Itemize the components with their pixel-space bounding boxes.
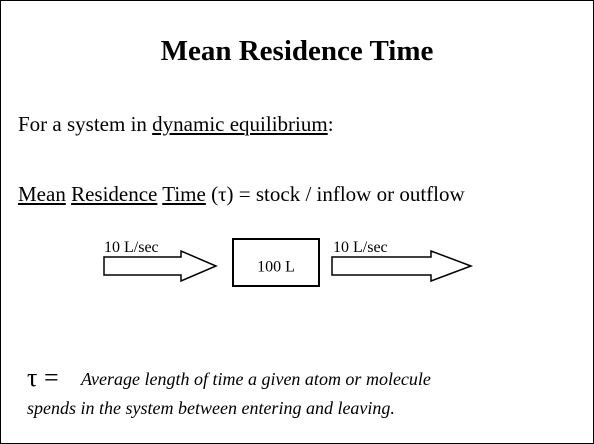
stock-box	[232, 238, 320, 287]
inflow-label: 10 L/sec	[104, 239, 159, 256]
outflow-label: 10 L/sec	[333, 239, 388, 256]
term: Residence	[71, 182, 158, 206]
underlined-text: dynamic equilibrium	[152, 112, 328, 136]
outflow-arrow	[331, 249, 474, 283]
footnote-line: spends in the system between entering an…	[27, 398, 395, 418]
stock-label: 100 L	[257, 259, 295, 276]
text: (τ) = stock / inflow or outflow	[211, 182, 465, 206]
text: For a system in	[18, 112, 153, 136]
definition-line: Mean Residence Time (τ) = stock / inflow…	[18, 182, 465, 207]
footnote-line: Average length of time a given atom or m…	[81, 369, 431, 389]
term: Mean	[18, 182, 66, 206]
text: :	[327, 112, 334, 136]
term: Time	[162, 182, 206, 206]
tau-symbol: τ =	[27, 363, 59, 392]
slide-title: Mean Residence Time	[160, 35, 434, 67]
intro-line: For a system in dynamic equilibrium:	[18, 112, 334, 137]
inflow-arrow	[103, 249, 218, 283]
